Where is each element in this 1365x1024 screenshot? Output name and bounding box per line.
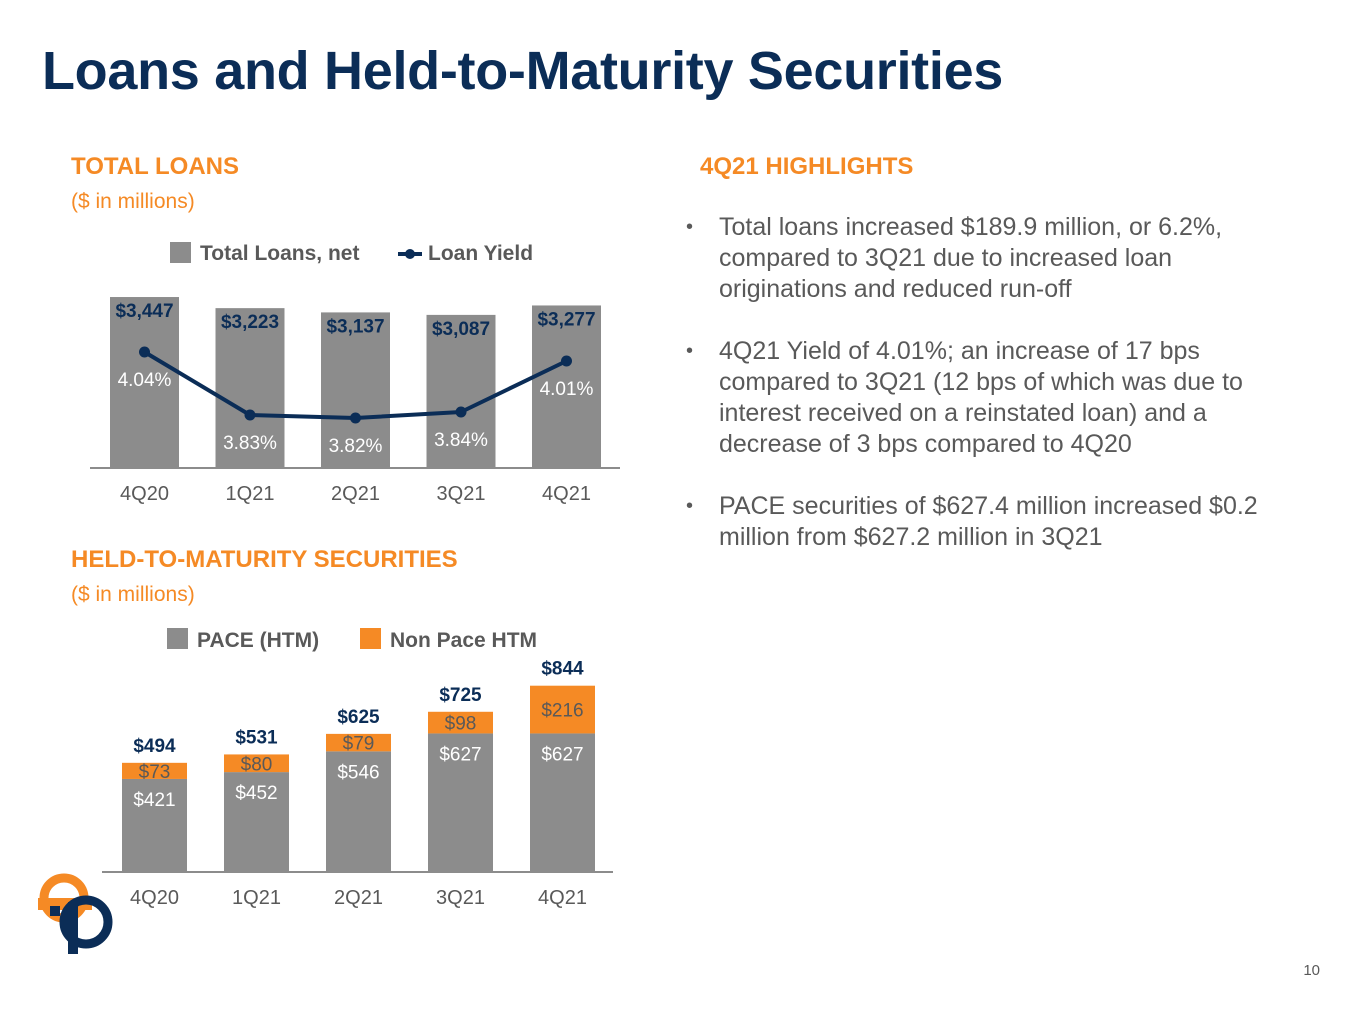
htm-securities-chart: PACE (HTM) Non Pace HTM $421 $73 $494 4Q20 $45… [102, 628, 613, 909]
non-pace-htm-value-label: $79 [343, 734, 375, 755]
loans-section-title: TOTAL LOANS [71, 153, 239, 180]
x-tick-label: 1Q21 [232, 887, 281, 909]
highlight-item: • 4Q21 Yield of 4.01%; an increase of 17 … [686, 336, 1306, 460]
highlight-item: • PACE securities of $627.4 million incre… [686, 491, 1306, 553]
highlight-text: PACE securities of $627.4 million increa… [719, 492, 1258, 551]
loan-bar [215, 308, 285, 468]
bullet-icon: • [686, 216, 694, 238]
company-logo-icon [36, 872, 120, 961]
non-pace-htm-bar [122, 762, 187, 779]
pace-htm-value-label: $546 [337, 762, 379, 783]
loan-bar-value-label: $3,223 [221, 312, 279, 333]
htm-section-subtitle: ($ in millions) [71, 583, 195, 606]
x-tick-label: 3Q21 [437, 483, 486, 505]
loan-yield-point [455, 406, 467, 418]
legend-swatch-pace-htm [167, 628, 188, 649]
page-number: 10 [1303, 962, 1320, 979]
loan-bar [110, 297, 179, 468]
x-tick-label: 1Q21 [226, 483, 275, 505]
non-pace-htm-value-label: $216 [541, 701, 583, 722]
loan-yield-label: 3.83% [223, 433, 277, 454]
legend-swatch-total-loans [170, 242, 191, 263]
loan-bar-value-label: $3,087 [432, 319, 490, 340]
non-pace-htm-bar [530, 685, 595, 734]
x-tick-label: 4Q21 [538, 887, 587, 909]
bullet-icon: • [686, 495, 694, 517]
non-pace-htm-value-label: $98 [445, 714, 477, 735]
loan-yield-label: 4.04% [118, 370, 172, 391]
non-pace-htm-bar [428, 711, 493, 734]
pace-htm-bar [326, 751, 391, 872]
non-pace-htm-value-label: $80 [241, 754, 273, 775]
pace-htm-value-label: $627 [439, 744, 481, 765]
htm-section-title: HELD-TO-MATURITY SECURITIES [71, 546, 458, 573]
legend-label-pace-htm: PACE (HTM) [197, 629, 319, 652]
loan-bar [321, 312, 390, 468]
htm-total-label: $844 [541, 659, 584, 680]
loan-yield-point [561, 355, 572, 367]
pace-htm-bar [428, 733, 493, 872]
pace-htm-bar [224, 772, 289, 872]
pace-htm-bar [530, 733, 595, 872]
highlights-title: 4Q21 HIGHLIGHTS [700, 153, 914, 180]
pace-htm-value-label: $627 [541, 744, 583, 765]
total-loans-chart: Total Loans, net Loan Yield $3,447 4Q20 $3,2… [90, 242, 620, 505]
x-tick-label: 3Q21 [436, 887, 485, 909]
x-tick-label: 2Q21 [331, 483, 380, 505]
htm-total-label: $531 [235, 727, 278, 748]
loan-yield-point [244, 409, 256, 421]
loan-yield-point [139, 346, 150, 358]
loan-bar [532, 305, 601, 468]
highlights-list: • Total loans increased $189.9 million, o… [686, 212, 1306, 584]
highlight-text: 4Q21 Yield of 4.01%; an increase of 17 b… [719, 337, 1243, 458]
legend-marker-loan-yield [405, 249, 415, 259]
legend-label-total-loans: Total Loans, net [200, 242, 359, 265]
loan-yield-label: 3.82% [329, 436, 383, 457]
htm-total-label: $725 [439, 685, 482, 706]
loan-bar-value-label: $3,137 [326, 316, 384, 337]
pace-htm-value-label: $421 [133, 790, 175, 811]
htm-total-label: $494 [133, 736, 176, 757]
loan-bar-value-label: $3,447 [115, 301, 173, 322]
loan-yield-label: 3.84% [434, 430, 488, 451]
legend-label-non-pace-htm: Non Pace HTM [390, 629, 537, 652]
non-pace-htm-value-label: $73 [139, 762, 171, 783]
x-tick-label: 4Q20 [120, 483, 169, 505]
legend-swatch-non-pace-htm [360, 628, 381, 649]
highlight-item: • Total loans increased $189.9 million, o… [686, 212, 1306, 305]
loan-yield-label: 4.01% [540, 379, 594, 400]
loan-yield-point [350, 412, 361, 424]
legend-label-loan-yield: Loan Yield [428, 242, 533, 265]
x-tick-label: 4Q21 [542, 483, 591, 505]
loan-bar [426, 314, 496, 468]
loans-section-subtitle: ($ in millions) [71, 190, 195, 213]
loan-bar-value-label: $3,277 [537, 309, 595, 330]
pace-htm-bar [122, 778, 187, 872]
non-pace-htm-bar [326, 733, 391, 752]
highlight-text: Total loans increased $189.9 million, or… [719, 213, 1223, 303]
bullet-icon: • [686, 340, 694, 362]
non-pace-htm-bar [224, 754, 289, 773]
htm-total-label: $625 [337, 707, 380, 728]
x-tick-label: 4Q20 [130, 887, 179, 909]
x-tick-label: 2Q21 [334, 887, 383, 909]
pace-htm-value-label: $452 [235, 783, 277, 804]
page-title: Loans and Held-to-Maturity Securities [42, 41, 1004, 101]
